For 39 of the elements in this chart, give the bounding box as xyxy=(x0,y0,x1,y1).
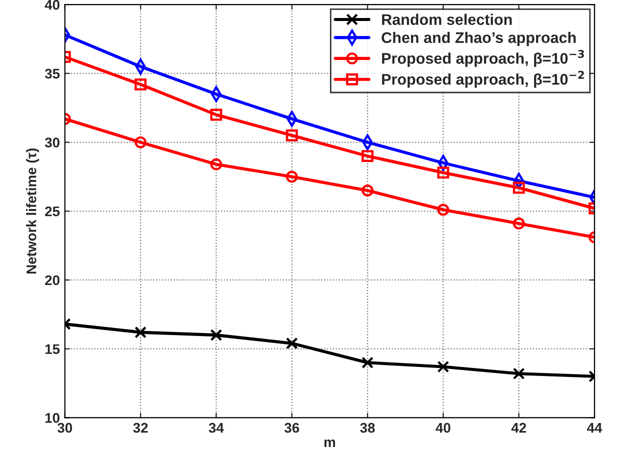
legend-label: Proposed approach, β=10$^{−2}$ xyxy=(382,70,584,88)
y-tick-label: 35 xyxy=(44,68,60,79)
point xyxy=(437,360,450,373)
point xyxy=(210,158,222,170)
x-tick-label: 42 xyxy=(511,422,526,433)
x-tick-label: 30 xyxy=(57,422,72,433)
point xyxy=(437,166,450,179)
x-tick-label: 38 xyxy=(360,422,375,433)
y-tick-label: 15 xyxy=(45,344,60,354)
point xyxy=(437,204,450,216)
x-tick-label: 32 xyxy=(133,422,148,433)
point xyxy=(512,368,525,380)
x-tick-label: 40 xyxy=(436,422,450,433)
x-tick-label: 44 xyxy=(587,423,602,433)
point xyxy=(286,129,298,142)
legend-label: Random selection xyxy=(382,14,512,25)
y-tick-label: 25 xyxy=(45,206,60,216)
y-tick-label: 20 xyxy=(45,275,60,286)
x-axis-title: m xyxy=(324,439,336,447)
point xyxy=(210,329,222,342)
x-tick-label: 34 xyxy=(208,422,224,433)
point xyxy=(362,150,374,162)
point xyxy=(362,184,374,196)
point xyxy=(286,337,298,350)
legend-label: Chen and Zhao’s approach xyxy=(382,32,576,46)
point xyxy=(134,326,147,338)
point xyxy=(512,218,525,230)
point xyxy=(362,356,374,369)
point xyxy=(134,136,147,148)
x-tick-label: 36 xyxy=(284,422,300,433)
y-tick-label: 10 xyxy=(45,413,60,423)
y-tick-label: 40 xyxy=(44,0,60,10)
y-tick-label: 30 xyxy=(44,138,60,148)
y-axis-title: Network lifetime (τ) xyxy=(26,148,40,274)
point xyxy=(210,108,222,121)
point xyxy=(134,78,147,90)
point xyxy=(512,182,525,194)
legend-label: Proposed approach, β=10$^{−3}$ xyxy=(382,50,584,67)
point xyxy=(286,170,298,183)
